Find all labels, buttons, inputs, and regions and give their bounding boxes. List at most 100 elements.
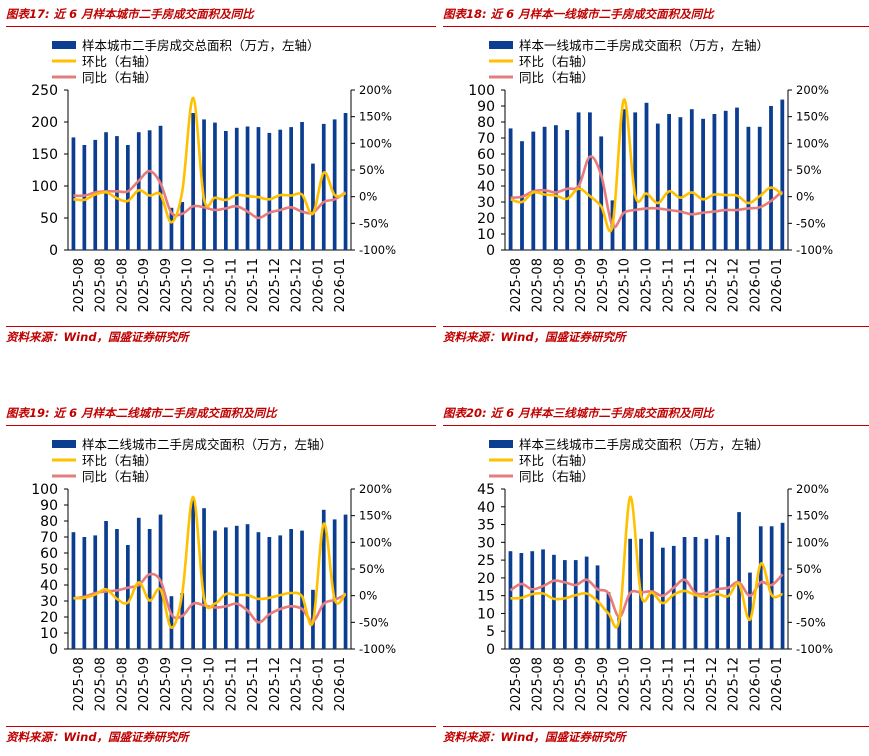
- legend-yoy-label: 同比（右轴）: [82, 469, 157, 484]
- bar: [343, 514, 348, 649]
- x-tick-label: 2025-09: [159, 258, 174, 312]
- legend-bar-label: 样本一线城市二手房成交面积（万方，左轴）: [519, 38, 769, 53]
- x-tick-label: 2025-09: [596, 258, 611, 312]
- bar: [748, 572, 752, 649]
- y-tick-label: 70: [477, 131, 495, 147]
- bar: [169, 596, 174, 649]
- bar: [104, 521, 108, 649]
- bar: [678, 117, 683, 250]
- y2-tick-label: 100%: [796, 535, 829, 549]
- x-tick-label: 2025-12: [727, 258, 742, 312]
- figure-label: 图表19:: [6, 406, 50, 420]
- x-tick-label: 2025-11: [246, 657, 261, 711]
- y-tick-label: 0: [486, 243, 495, 259]
- bar: [224, 131, 228, 250]
- y-tick-label: 10: [477, 227, 495, 243]
- chart-svg: 样本一线城市二手房成交面积（万方，左轴）环比（右轴）同比（右轴） 01020304…: [468, 38, 833, 312]
- bar: [617, 617, 622, 649]
- chart-title: 图表20: 近 6 月样本三线城市二手房成交面积及同比: [443, 403, 869, 423]
- bar: [256, 532, 261, 649]
- x-tick-label: 2025-10: [203, 258, 218, 312]
- y2-tick-label: 150%: [796, 110, 829, 124]
- chart-panel-17: 图表17: 近 6 月样本城市二手房成交面积及同比 样本城市二手房成交总面积（万…: [6, 4, 436, 344]
- source-rule: [6, 726, 436, 727]
- legend-bar-swatch: [52, 41, 76, 49]
- yoy-line: [73, 169, 347, 220]
- bar: [588, 112, 592, 251]
- y2-tick-label: -100%: [359, 243, 396, 257]
- y2-tick-label: -50%: [796, 216, 826, 230]
- bar: [82, 537, 87, 649]
- bar: [769, 526, 774, 649]
- legend-mom-label: 环比（右轴）: [519, 453, 594, 468]
- x-tick-label: 2025-09: [159, 657, 174, 711]
- chart-svg: 样本城市二手房成交总面积（万方，左轴）环比（右轴）同比（右轴） 0 50 100 150…: [31, 38, 396, 312]
- y-tick-label: 45: [477, 482, 495, 498]
- bar: [621, 109, 626, 250]
- y2-tick-label: -100%: [359, 642, 396, 656]
- bar: [530, 551, 535, 649]
- bar: [311, 163, 315, 250]
- bar: [576, 112, 581, 251]
- bar: [599, 136, 604, 250]
- y-tick-label: 60: [40, 546, 58, 562]
- bar: [300, 122, 304, 250]
- y2-tick-label: 150%: [359, 110, 392, 124]
- bar: [278, 535, 283, 649]
- bar: [584, 556, 589, 649]
- legend-bar-swatch: [489, 440, 513, 448]
- y2-tick-label: 150%: [796, 509, 829, 523]
- bar: [267, 132, 272, 250]
- chart-panel-18: 图表18: 近 6 月样本一线城市二手房成交面积及同比 样本一线城市二手房成交面…: [443, 4, 869, 344]
- bar: [519, 553, 524, 649]
- bar: [245, 126, 250, 250]
- bar: [82, 145, 87, 250]
- bar: [278, 129, 283, 250]
- bar: [71, 137, 76, 250]
- y-tick-label: 90: [40, 498, 58, 514]
- bar: [332, 119, 337, 251]
- y-tick-label: 30: [40, 594, 58, 610]
- source-rule: [443, 326, 869, 327]
- x-tick-label: 2025-08: [94, 258, 109, 312]
- bar: [758, 526, 763, 649]
- bar: [213, 530, 217, 649]
- y-tick-label: 30: [477, 535, 495, 551]
- bar: [780, 99, 785, 250]
- bar: [655, 123, 660, 250]
- bar: [202, 119, 206, 251]
- figure-label: 图表17:: [6, 7, 50, 21]
- bar: [689, 109, 694, 250]
- x-tick-label: 2026-01: [311, 258, 326, 312]
- x-tick-label: 2025-09: [137, 258, 152, 312]
- source-note: 资料来源：Wind，国盛证券研究所: [6, 730, 189, 744]
- bar: [234, 525, 239, 649]
- x-tick-label: 2025-12: [705, 657, 720, 711]
- mom-line: [510, 98, 784, 233]
- bar: [606, 592, 611, 649]
- x-tick-label: 2026-01: [770, 657, 785, 711]
- y2-tick-label: 150%: [359, 509, 392, 523]
- source-note: 资料来源：Wind，国盛证券研究所: [443, 330, 626, 344]
- bar: [726, 537, 730, 649]
- x-tick-label: 2025-12: [268, 258, 283, 312]
- y-tick-label: 0: [486, 642, 495, 658]
- bar: [701, 118, 705, 250]
- legend-mom-label: 环比（右轴）: [82, 54, 157, 69]
- source-rule: [6, 326, 436, 327]
- figure-title: 近 6 月样本城市二手房成交面积及同比: [53, 7, 254, 21]
- y2-tick-label: 200%: [796, 83, 829, 97]
- y2-tick-label: 50%: [359, 562, 385, 576]
- x-tick-label: 2025-11: [246, 258, 261, 312]
- x-tick-label: 2025-12: [290, 657, 305, 711]
- bar: [169, 207, 174, 250]
- y-tick-label: 25: [477, 553, 495, 569]
- x-tick-label: 2025-08: [94, 657, 109, 711]
- bar: [633, 112, 638, 251]
- y2-tick-label: -100%: [796, 243, 833, 257]
- bar: [661, 547, 665, 649]
- bar: [552, 554, 556, 649]
- y-tick-label: 20: [477, 211, 495, 227]
- y-tick-label: 250: [31, 83, 58, 99]
- legend-bar-label: 样本二线城市二手房成交面积（万方，左轴）: [82, 437, 332, 452]
